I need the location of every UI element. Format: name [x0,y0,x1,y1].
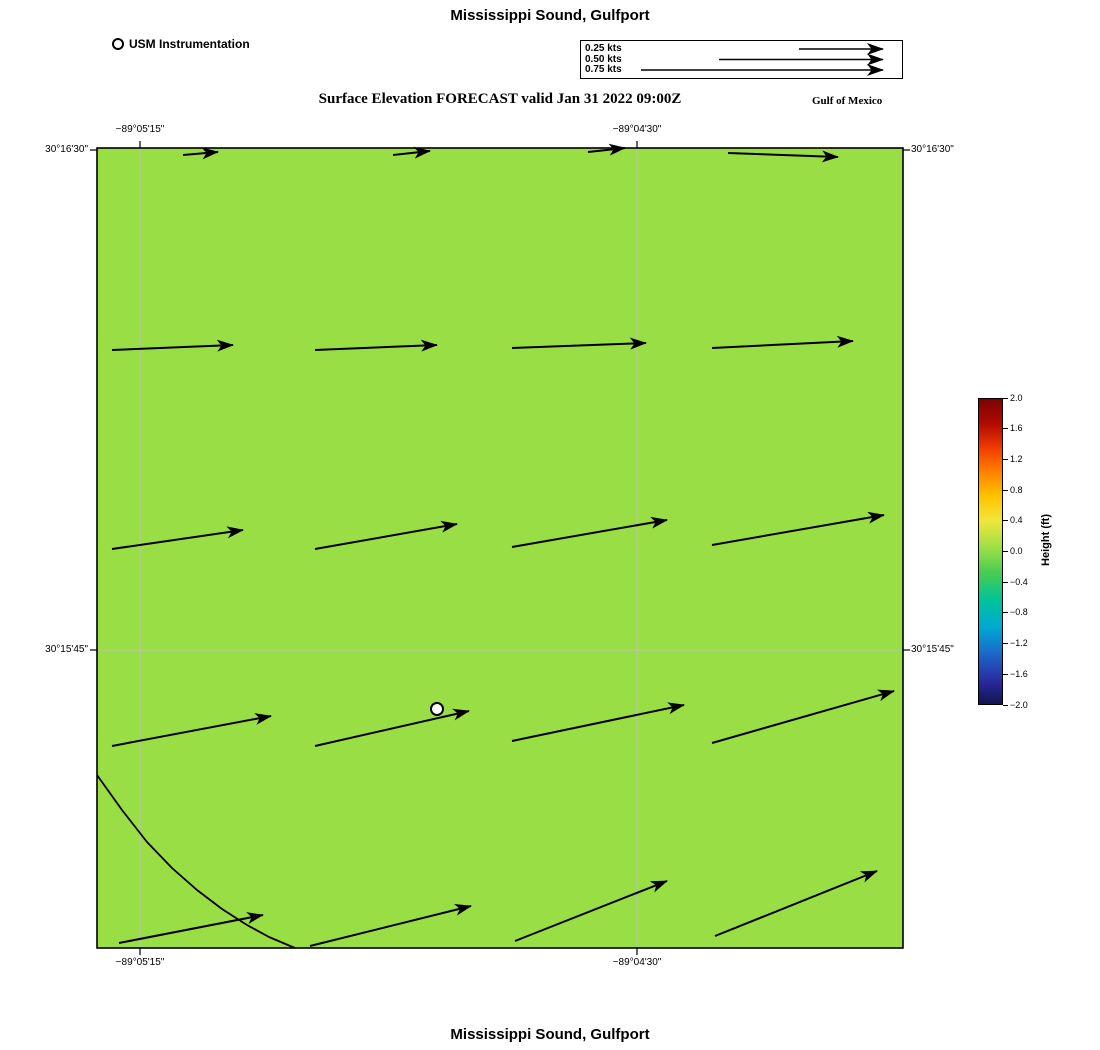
lat-label-right: 30°15'45" [911,644,954,655]
lat-label-left: 30°15'45" [45,644,88,655]
colorbar-axis-label: Height (ft) [1040,514,1052,566]
page-title: Mississippi Sound, Gulfport [450,7,650,24]
current-vector-arrow [314,339,438,352]
current-vector-arrow [182,147,219,160]
colorbar-tick [1003,551,1008,552]
colorbar-tick-label: −1.6 [1010,668,1028,679]
current-vector-arrow [392,146,431,159]
current-vector-arrow [711,511,885,546]
speed-legend-label-050: 0.50 kts [585,53,622,65]
bottom-title: Mississippi Sound, Gulfport [450,1026,650,1043]
colorbar-tick-label: 1.2 [1010,453,1023,464]
colorbar-tick-label: 0.0 [1010,546,1023,556]
current-vector-arrow [314,520,458,550]
current-vector-arrow [511,516,668,548]
current-vector-arrow [309,904,472,947]
current-vector-arrow [111,339,234,352]
map-surface [97,148,903,948]
colorbar-tick-label: −1.2 [1010,638,1028,649]
colorbar [978,398,1003,705]
lat-label-right: 30°16'30" [911,144,954,155]
colorbar-tick-label: 2.0 [1010,392,1023,403]
colorbar-tick-label: −0.8 [1010,607,1028,618]
plot-border [96,147,904,949]
colorbar-tick-label: 0.4 [1010,515,1023,526]
speed-legend-label-075: 0.75 kts [585,64,622,75]
current-vector-arrow [511,337,647,350]
current-vector-arrow [511,702,685,742]
lon-label-bottom: −89°04'30" [612,957,662,968]
vector-field-map [90,141,910,955]
region-label: Gulf of Mexico [812,95,883,107]
colorbar-tick [1003,520,1008,522]
colorbar-tick [1003,428,1008,430]
current-vector-arrow [727,150,839,163]
lon-label-top: −89°04'30" [612,124,662,135]
current-vector-arrow [514,880,668,942]
colorbar-tick [1003,581,1008,583]
colorbar-tick-label: 1.6 [1010,423,1023,434]
colorbar-tick-label: 0.8 [1010,484,1023,495]
colorbar-tick [1003,673,1008,675]
current-vector-arrow [111,526,244,550]
instrument-legend: USM Instrumentation [112,37,250,51]
colorbar-tick [1003,704,1008,706]
instrument-station-marker [430,702,444,716]
colorbar-tick [1003,397,1008,399]
colorbar-tick [1003,643,1008,645]
instrument-legend-label: USM Instrumentation [129,37,250,51]
lon-label-bottom: −89°05'15" [115,957,165,968]
speed-legend-label-025: 0.25 kts [585,43,622,54]
colorbar-tick [1003,612,1008,614]
colorbar-tick [1003,489,1008,491]
current-vector-arrow [711,689,895,744]
colorbar-tick-label: −0.4 [1010,576,1028,587]
forecast-subtitle: Surface Elevation FORECAST valid Jan 31 … [318,91,682,107]
current-vector-arrow [711,335,854,349]
speed-scale-legend: 0.25 kts 0.50 kts 0.75 kts [580,40,903,79]
map-plot [90,141,910,955]
current-vector-arrow [714,870,878,937]
lon-label-top: −89°05'15" [115,124,165,135]
station-circle-icon [112,38,124,50]
speed-scale-arrows [641,43,884,76]
elevation-contour-line [96,774,296,949]
current-vector-arrow [111,713,272,747]
colorbar-tick-label: −2.0 [1010,699,1028,710]
current-vector-arrow [118,912,264,944]
current-vector-arrow [314,708,470,747]
colorbar-tick [1003,458,1008,460]
lat-label-left: 30°16'30" [45,144,88,155]
